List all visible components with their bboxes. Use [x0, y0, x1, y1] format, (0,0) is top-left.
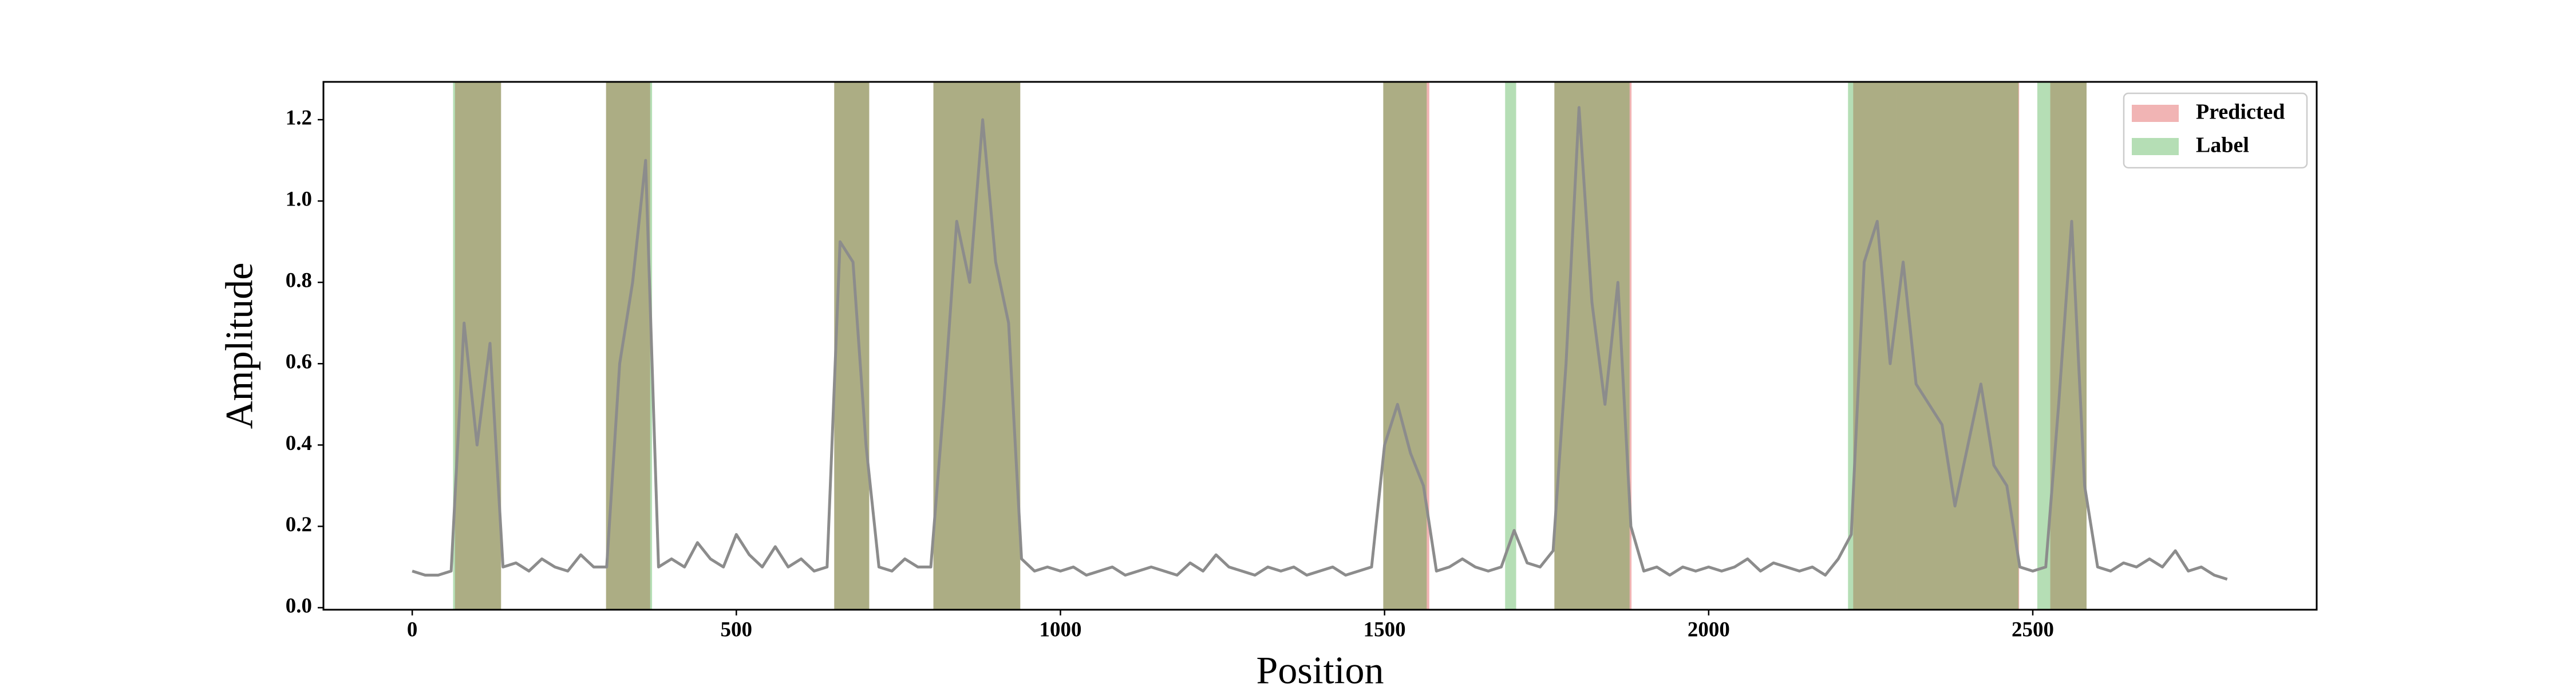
x-tick-label: 2000 — [1688, 618, 1730, 641]
span — [933, 82, 1021, 610]
span — [1505, 82, 1516, 610]
span — [606, 82, 650, 610]
span — [1383, 82, 1427, 610]
span — [453, 82, 501, 610]
span — [1853, 82, 2020, 610]
y-tick-label: 0.0 — [286, 594, 312, 618]
x-tick-label: 500 — [721, 618, 753, 641]
signal-line — [412, 106, 2228, 581]
legend-swatch — [2132, 138, 2179, 155]
x-axis-label: Position — [1257, 649, 1384, 687]
x-tick-label: 1500 — [1364, 618, 1406, 641]
x-tick-label: 2500 — [2012, 618, 2054, 641]
legend-label: Predicted — [2196, 100, 2285, 124]
y-tick-label: 1.0 — [286, 188, 312, 211]
span — [1896, 82, 2019, 610]
span — [1383, 82, 1429, 610]
span — [834, 82, 870, 610]
y-tick-label: 0.6 — [286, 350, 312, 374]
x-tick-label: 0 — [407, 618, 418, 641]
y-tick-label: 1.2 — [286, 106, 312, 130]
legend-label: Label — [2196, 133, 2249, 157]
span — [2050, 82, 2087, 610]
y-axis-label: Amplitude — [218, 263, 261, 429]
plot-frame — [322, 81, 2318, 611]
y-tick-label: 0.4 — [286, 432, 312, 455]
legend-swatch — [2132, 105, 2179, 122]
y-tick-label: 0.2 — [286, 513, 312, 536]
legend-box — [2123, 92, 2308, 169]
span — [834, 82, 870, 610]
x-tick-label: 1000 — [1039, 618, 1081, 641]
y-tick-label: 0.8 — [286, 269, 312, 293]
